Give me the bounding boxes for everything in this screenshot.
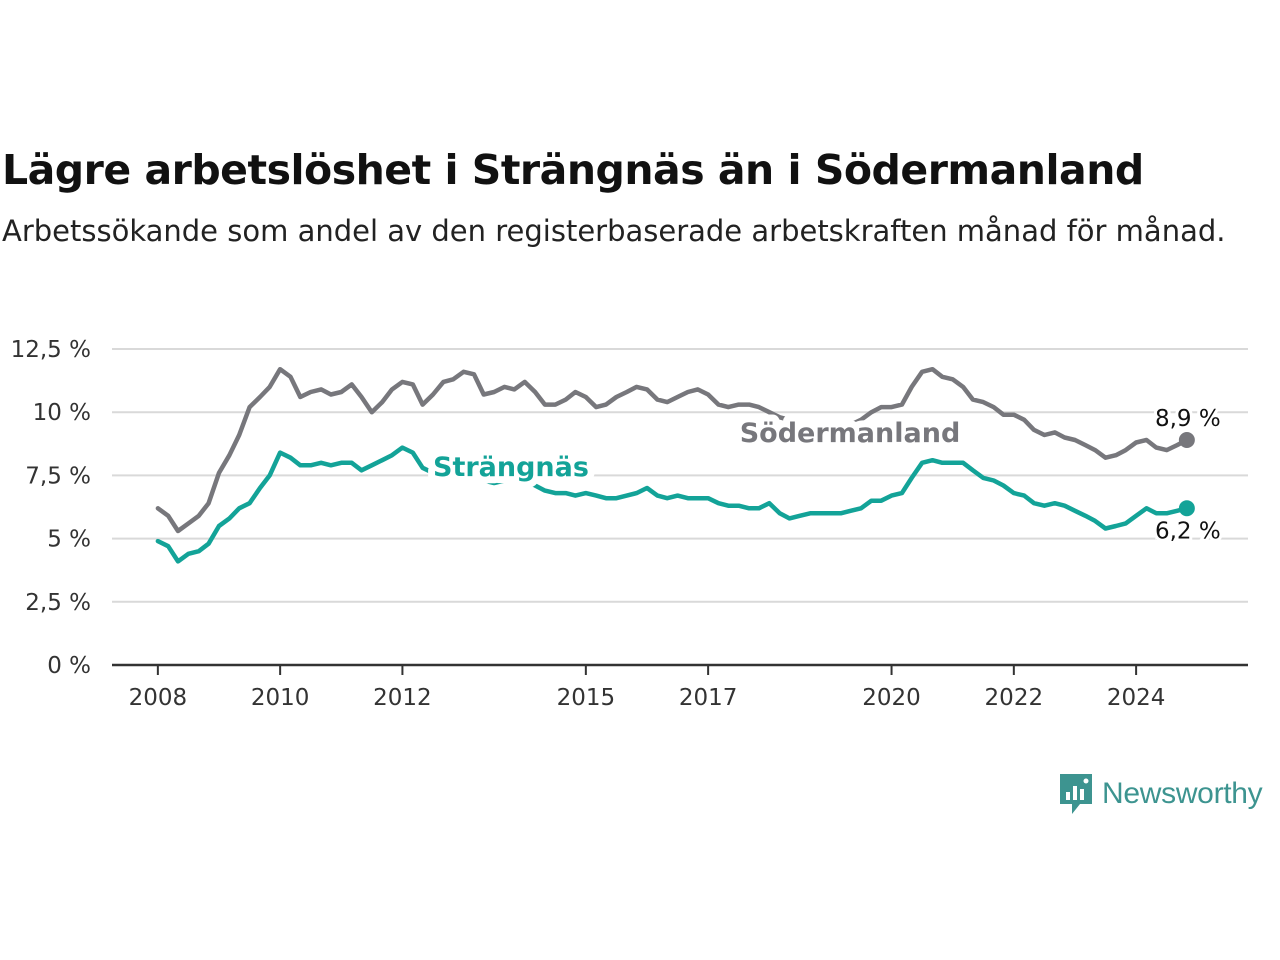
series-line-sodermanland [155, 366, 1190, 534]
series-line-strangnas [155, 445, 1190, 564]
gridlines [112, 348, 1248, 603]
x-tick-label: 2008 [129, 685, 188, 711]
end-value-label-sodermanland: 8,9 % [1155, 406, 1221, 432]
x-tick-label: 2012 [373, 685, 432, 711]
y-tick-label: 10 % [33, 400, 91, 426]
end-point-sodermanland [1178, 432, 1195, 449]
end-value-label-strangnas: 6,2 % [1155, 518, 1221, 544]
end-point-strangnas [1178, 500, 1195, 517]
series-labels: Södermanland Strängnäs 8,9 % 6,2 % [426, 403, 1224, 547]
y-tick-label: 5 % [47, 527, 91, 553]
x-tick-label: 2020 [862, 685, 921, 711]
y-tick-label: 0 % [47, 653, 91, 679]
brand-name: Newsworthy [1102, 777, 1263, 810]
x-tick-label: 2010 [251, 685, 310, 711]
x-tick-label: 2024 [1107, 685, 1166, 711]
x-tick-label: 2017 [679, 685, 738, 711]
chart-title: Lägre arbetslöshet i Strängnäs än i Söde… [2, 146, 1144, 194]
y-tick-label: 12,5 % [11, 337, 91, 363]
chart-subtitle: Arbetssökande som andel av den registerb… [2, 214, 1226, 248]
y-tick-label: 2,5 % [25, 590, 91, 616]
x-tick-label: 2015 [557, 685, 616, 711]
newsworthy-logo-icon [1060, 774, 1092, 814]
y-tick-label: 7,5 % [25, 463, 91, 489]
x-axis-ticks: 2008 2010 2012 2015 2017 2020 2022 2024 [129, 665, 1166, 711]
x-tick-label: 2022 [985, 685, 1044, 711]
y-axis-ticks: 0 % 2,5 % 5 % 7,5 % 10 % 12,5 % [11, 337, 91, 679]
newsworthy-logo[interactable]: Newsworthy [1058, 772, 1263, 816]
series-label-sodermanland: Södermanland [740, 418, 961, 449]
series-label-strangnas: Strängnäs [433, 452, 589, 483]
series-lines [155, 366, 1195, 564]
